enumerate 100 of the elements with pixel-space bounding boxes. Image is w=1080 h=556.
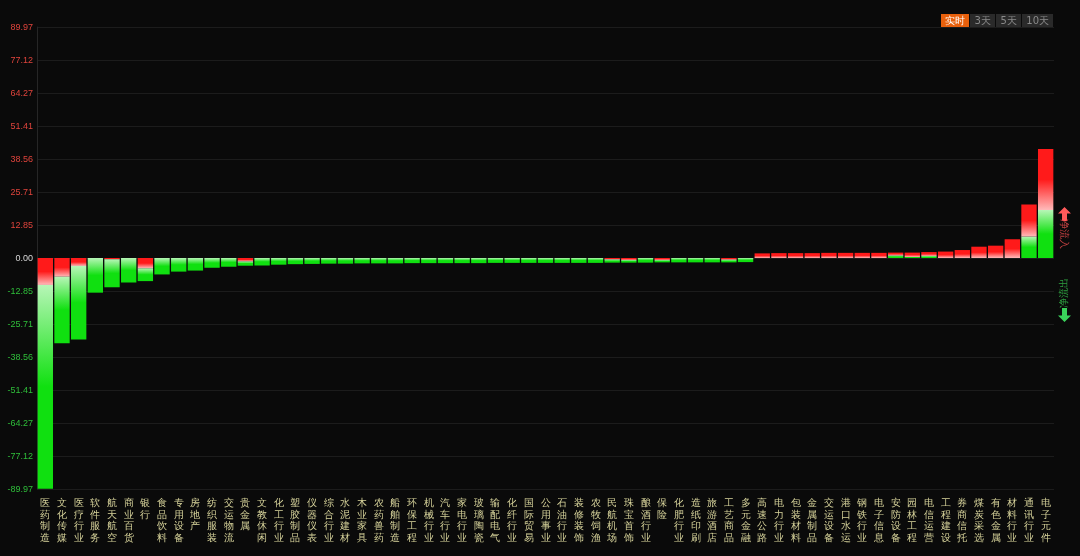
- bar: [854, 252, 870, 258]
- x-tick-label: 金属制品: [807, 497, 818, 543]
- x-tick-label: 环保工程: [407, 497, 418, 543]
- x-tick-label: 文教休闲: [257, 497, 268, 543]
- bar: [521, 258, 537, 263]
- x-tick-label: 食品饮料: [156, 497, 168, 543]
- bar: [771, 253, 787, 258]
- x-tick-label: 工艺商品: [723, 497, 734, 543]
- x-tick-label: 包装材料: [789, 497, 801, 543]
- bar: [821, 252, 837, 258]
- x-tick-label: 国际贸易: [523, 497, 534, 543]
- bar: [287, 258, 304, 265]
- y-tick-label: 0.00: [15, 253, 33, 263]
- bar: [321, 258, 337, 264]
- x-tick-label: 公用事业: [540, 497, 551, 543]
- y-tick-label: 77.12: [10, 54, 33, 65]
- bar: [1037, 148, 1054, 210]
- y-tick-label: -25.71: [7, 319, 33, 330]
- x-tick-label: 房地产: [189, 497, 201, 532]
- bar: [837, 252, 854, 258]
- x-tick-label: 软件服务: [90, 497, 101, 543]
- x-tick-label: 电信运营: [923, 497, 934, 543]
- x-tick-label: 商业百货: [123, 497, 134, 543]
- x-tick-label: 机械行业: [423, 497, 434, 543]
- bar: [1037, 209, 1054, 258]
- x-tick-label: 有色金属: [990, 497, 1001, 543]
- x-tick-label: 石油行业: [557, 497, 568, 543]
- bar: [54, 258, 70, 277]
- x-tick-label: 纺织服装: [207, 497, 218, 543]
- x-tick-label: 交运物流: [223, 497, 234, 543]
- x-tick-label: 煤炭采选: [973, 497, 984, 543]
- x-tick-label: 仪器仪表: [307, 497, 318, 543]
- time-range-tab[interactable]: 10天: [1022, 14, 1053, 27]
- bar: [587, 258, 604, 263]
- bar: [971, 246, 987, 258]
- bar: [1021, 236, 1037, 258]
- bar: [787, 253, 804, 258]
- x-tick-label: 农药兽药: [373, 497, 384, 543]
- bar: [737, 258, 754, 263]
- x-tick-label: 贵金属: [240, 497, 251, 532]
- x-tick-label: 保险: [657, 497, 668, 520]
- bar: [471, 258, 487, 264]
- x-tick-label: 汽车行业: [440, 497, 451, 543]
- bar: [871, 252, 887, 258]
- bar: [204, 258, 220, 268]
- x-tick-label: 化纤行业: [507, 497, 518, 543]
- bar: [687, 258, 704, 263]
- x-tick-label: 酿酒行业: [640, 497, 651, 543]
- x-tick-label: 通讯行业: [1023, 497, 1034, 543]
- bar: [921, 252, 937, 256]
- x-tick-label: 钢铁行业: [856, 497, 868, 543]
- x-tick-label: 专用设备: [173, 497, 184, 543]
- bar: [487, 258, 504, 263]
- x-tick-label: 港口水运: [840, 497, 851, 543]
- x-tick-label: 银行: [139, 497, 151, 520]
- x-tick-label: 电子信息: [872, 497, 884, 543]
- bar: [371, 258, 387, 264]
- time-range-tab[interactable]: 实时: [941, 14, 970, 27]
- x-tick-label: 化肥行业: [673, 497, 684, 543]
- x-tick-label: 高速公路: [757, 497, 768, 543]
- bar: [37, 284, 54, 489]
- x-tick-label: 输配电气: [490, 497, 501, 543]
- bar: [171, 258, 187, 272]
- time-range-tab[interactable]: 5天: [996, 14, 1022, 27]
- text: 净流出: [1058, 278, 1069, 308]
- y-tick-label: 12.85: [10, 220, 33, 231]
- x-tick-label: 家电行业: [457, 497, 468, 543]
- x-tick-label: 多元金融: [740, 497, 751, 543]
- y-tick-label: -64.27: [7, 418, 33, 429]
- bar: [154, 258, 170, 275]
- x-tick-label: 船舶制造: [390, 497, 401, 543]
- bar: [71, 258, 87, 266]
- bar: [337, 258, 354, 264]
- x-tick-label: 工程建设: [939, 497, 951, 543]
- x-tick-label: 塑胶制品: [290, 497, 301, 543]
- bar: [437, 258, 454, 264]
- bar: [571, 258, 587, 263]
- bar: [637, 258, 654, 263]
- bar: [271, 258, 287, 265]
- x-tick-label: 交运设备: [823, 497, 834, 543]
- bar: [237, 261, 254, 266]
- text: 净流入: [1059, 219, 1070, 249]
- bar: [304, 258, 320, 264]
- time-range-tab[interactable]: 3天: [970, 14, 996, 27]
- y-tick-label: 38.56: [10, 154, 33, 164]
- x-tick-label: 民航机场: [606, 497, 618, 543]
- bar: [71, 265, 87, 340]
- x-tick-label: 装修装饰: [572, 497, 584, 543]
- x-tick-label: 医疗行业: [73, 497, 84, 543]
- bar: [1021, 204, 1037, 237]
- y-tick-label: -89.97: [7, 484, 33, 494]
- bar: [87, 258, 104, 293]
- x-tick-label: 园林工程: [906, 497, 918, 543]
- bar: [137, 258, 154, 269]
- bar: [954, 250, 970, 258]
- bar: [504, 258, 520, 263]
- bar: [1004, 239, 1020, 258]
- bar: [137, 268, 154, 282]
- bar: [454, 258, 470, 264]
- bar: [804, 253, 820, 258]
